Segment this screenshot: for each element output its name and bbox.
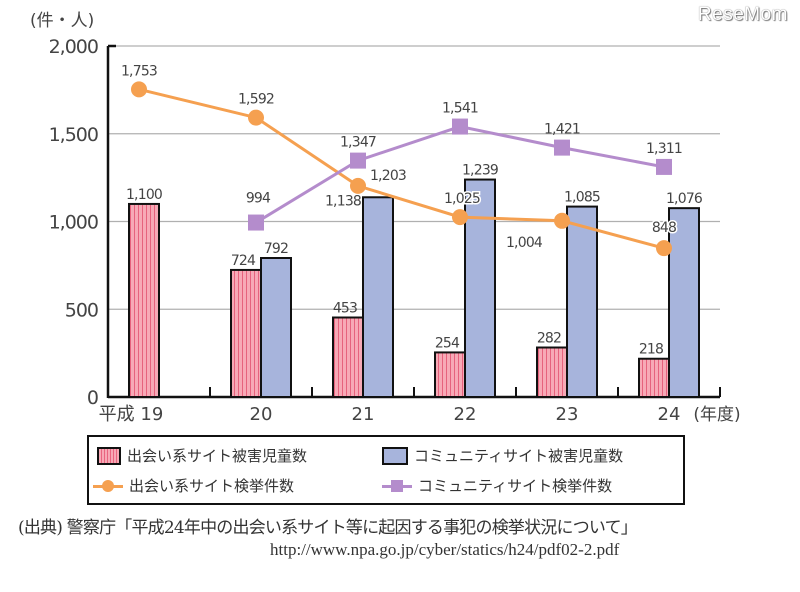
legend-swatch-orange-line xyxy=(93,477,123,495)
legend-swatch-blue-bar xyxy=(382,446,408,465)
data-label: 1,239 xyxy=(462,163,498,179)
bar-dating-victims xyxy=(638,357,670,398)
x-tick-label: 22 xyxy=(454,404,477,425)
legend-swatch-pink-bar xyxy=(97,446,121,465)
x-tick-label: 平成 19 xyxy=(99,404,164,425)
point-dating-arrests xyxy=(554,212,570,229)
x-tick-label: 24 xyxy=(658,404,681,425)
data-label: 1,592 xyxy=(238,92,274,108)
source-citation: (出典) 警察庁「平成24年中の出会い系サイト等に起因する事犯の検挙状況について… xyxy=(18,518,638,538)
data-label: 1,085 xyxy=(564,190,600,206)
bar-community-victims xyxy=(566,205,598,398)
bar-dating-victims xyxy=(230,268,262,398)
data-label: 1,076 xyxy=(666,191,703,207)
point-dating-arrests xyxy=(656,240,672,257)
data-label: 1,004 xyxy=(506,235,543,251)
point-community-arrests xyxy=(248,214,264,231)
legend-item-dating-arrests: 出会い系サイト検挙件数 xyxy=(93,475,294,496)
legend-item-community-victims: コミュニティサイト被害児童数 xyxy=(382,445,623,466)
point-community-arrests xyxy=(554,139,570,156)
legend: 出会い系サイト被害児童数 コミュニティサイト被害児童数 出会い系サイト検挙件数 … xyxy=(87,435,685,505)
point-dating-arrests xyxy=(248,109,264,126)
bar-dating-victims xyxy=(434,351,466,399)
watermark-logo: ReseMom xyxy=(697,4,788,25)
chart: 0 500 1,000 1,500 2,000 平成 19 20 21 22 23 24 (年度) 1,… xyxy=(49,36,741,425)
legend-label: コミュニティサイト検挙件数 xyxy=(418,477,613,495)
y-tick-label: 1,500 xyxy=(49,124,98,146)
y-tick-label: 1,000 xyxy=(49,212,98,234)
data-label: 1,311 xyxy=(646,141,682,157)
bar-community-victims xyxy=(668,207,700,398)
y-tick-label: 500 xyxy=(65,299,98,321)
point-community-arrests xyxy=(656,158,672,175)
bar-community-victims xyxy=(464,178,496,398)
bar-community-victims xyxy=(362,196,394,398)
legend-label: 出会い系サイト検挙件数 xyxy=(129,477,295,495)
point-community-arrests xyxy=(452,118,468,135)
data-label: 994 xyxy=(246,191,271,207)
line-community-arrests xyxy=(255,125,665,224)
point-dating-arrests xyxy=(131,81,147,98)
data-label: 792 xyxy=(264,241,288,257)
legend-label: 出会い系サイト被害児童数 xyxy=(127,447,308,465)
source-url: http://www.npa.go.jp/cyber/statics/h24/p… xyxy=(270,540,620,559)
data-label: 1,347 xyxy=(340,135,376,151)
x-tick-label: 23 xyxy=(556,404,579,425)
legend-item-community-arrests: コミュニティサイト検挙件数 xyxy=(382,475,612,496)
legend-item-dating-victims: 出会い系サイト被害児童数 xyxy=(97,445,307,466)
data-label: 453 xyxy=(333,300,357,316)
data-label: 218 xyxy=(639,342,663,358)
data-label: 1,541 xyxy=(442,101,478,117)
bar-dating-victims xyxy=(128,202,160,398)
data-label: 1,138 xyxy=(325,193,361,209)
data-label: 848 xyxy=(652,220,676,236)
point-dating-arrests xyxy=(350,177,366,194)
legend-label: コミュニティサイト被害児童数 xyxy=(414,447,624,465)
point-community-arrests xyxy=(350,152,366,169)
data-label: 1,025 xyxy=(444,191,480,207)
x-tick-label: 20 xyxy=(250,404,273,425)
bar-community-victims xyxy=(260,257,292,398)
point-dating-arrests xyxy=(452,209,468,226)
y-tick-label: 0 xyxy=(87,387,98,409)
data-label: 282 xyxy=(537,331,561,347)
bar-dating-victims xyxy=(536,346,568,399)
x-axis-unit-label: (年度) xyxy=(693,405,740,425)
data-label: 254 xyxy=(435,335,460,351)
y-axis-unit-label: (件・人) xyxy=(30,11,95,31)
data-label: 1,203 xyxy=(370,168,406,184)
data-label: 1,100 xyxy=(126,187,162,203)
y-tick-label: 2,000 xyxy=(49,36,98,58)
x-tick-label: 21 xyxy=(352,404,375,425)
data-label: 1,753 xyxy=(121,63,157,79)
data-label: 1,421 xyxy=(544,122,580,138)
legend-swatch-purple-line xyxy=(382,477,412,495)
data-label: 724 xyxy=(231,253,256,269)
bar-dating-victims xyxy=(332,316,364,399)
line-dating-arrests xyxy=(138,87,665,250)
